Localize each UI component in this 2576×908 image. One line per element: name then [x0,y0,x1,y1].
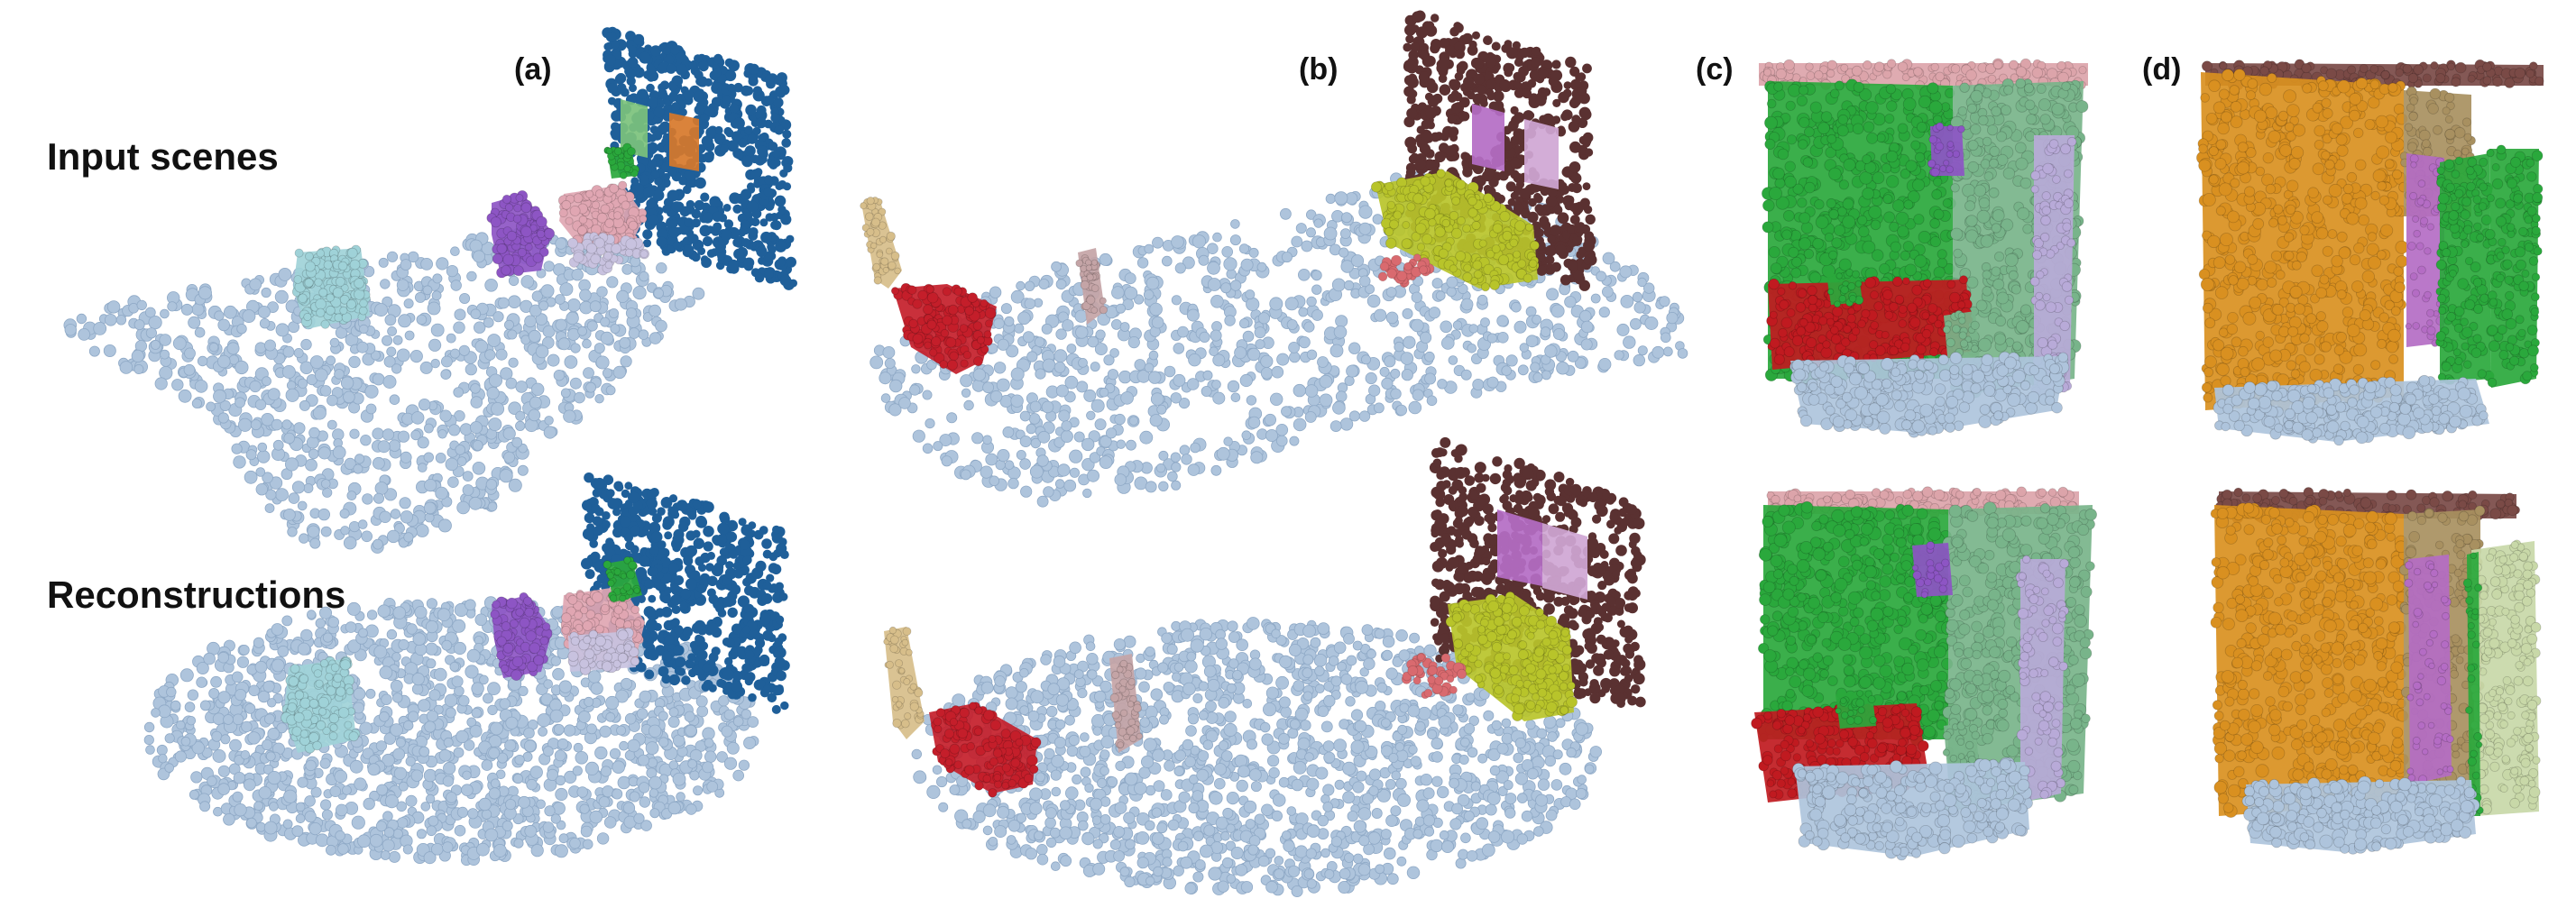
panel-label-d: (d) [2142,52,2181,87]
picture-violet-b [1472,104,1504,171]
floor-d-recon [2242,776,2479,854]
rug-b [1378,254,1434,288]
panel-label-b: (b) [1299,52,1338,87]
picture-orange-a [669,113,699,171]
picture-lilac-b [1524,119,1559,189]
row-label-reconstructions: Reconstructions [47,573,345,617]
row-label-input-scenes: Input scenes [47,135,279,179]
panel-label-c: (c) [1696,52,1734,87]
picture-violet-b-recon [1497,509,1542,586]
panel-label-a: (a) [514,52,552,87]
picture-lilac-b-recon [1542,523,1587,600]
